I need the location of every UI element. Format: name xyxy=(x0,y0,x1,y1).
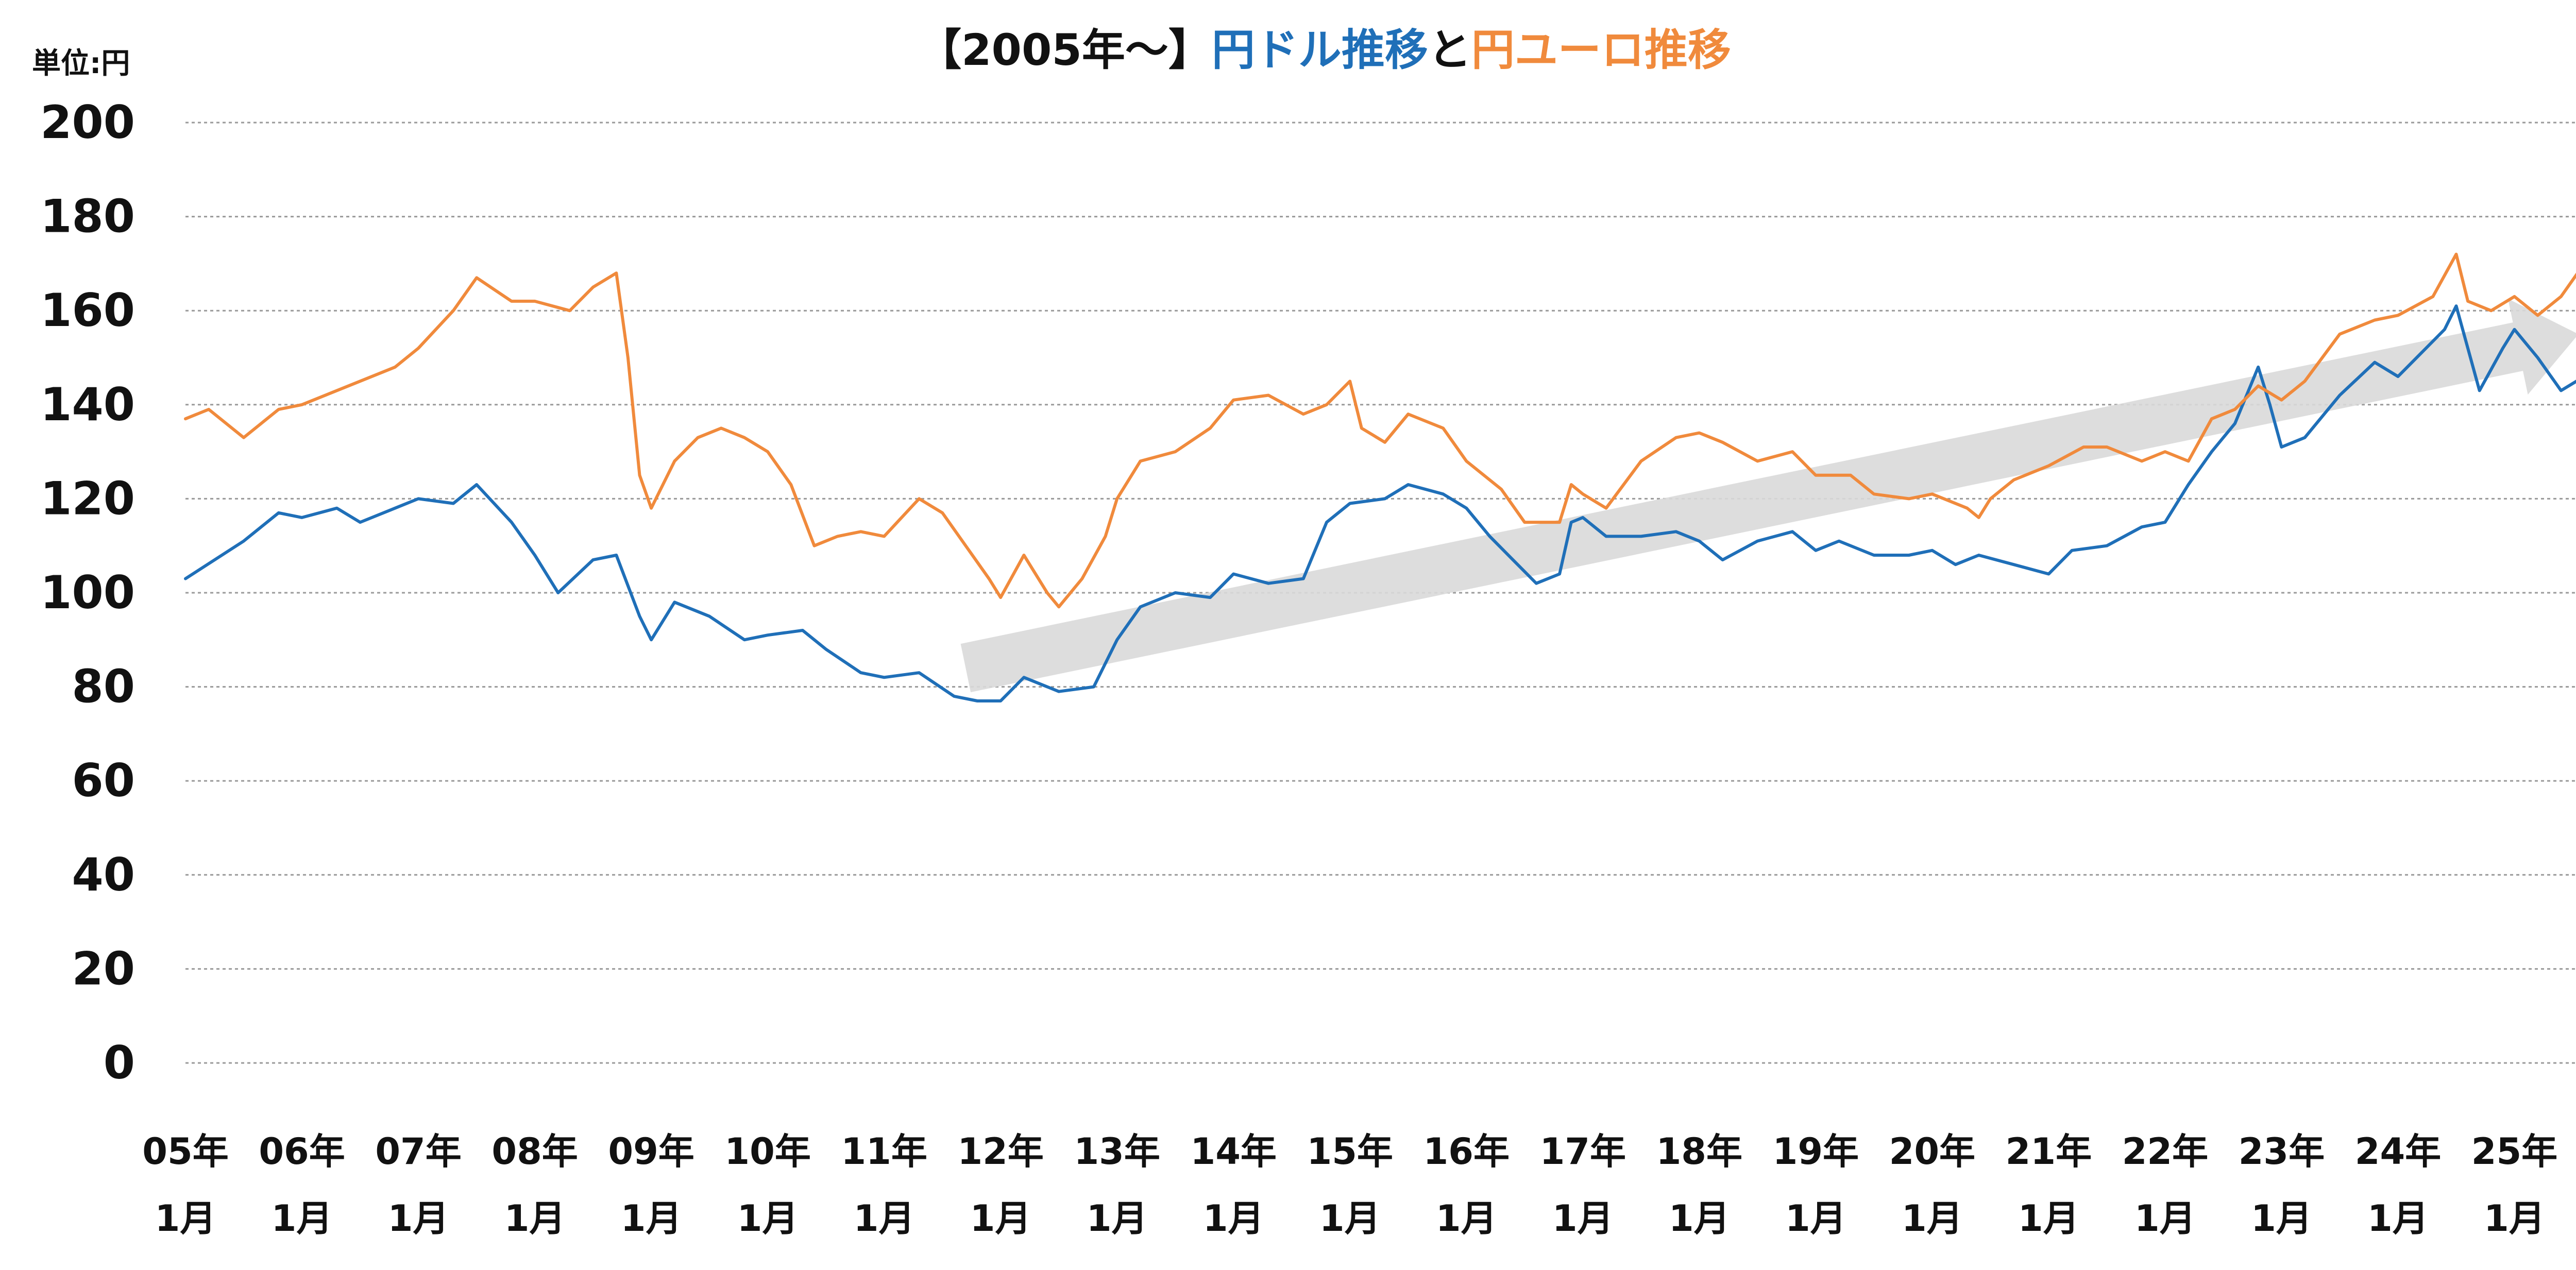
x-tick-year-label: 12年 xyxy=(957,1130,1043,1173)
y-tick-label: 0 xyxy=(104,1036,135,1089)
y-tick-label: 20 xyxy=(72,942,135,995)
x-tick-year-label: 06年 xyxy=(259,1130,345,1173)
x-tick-month-label: 1月 xyxy=(2367,1197,2429,1240)
x-tick-month-label: 1月 xyxy=(2134,1197,2196,1240)
series-line-eur xyxy=(184,252,2576,609)
x-tick-year-label: 05年 xyxy=(142,1130,228,1173)
x-tick-year-label: 22年 xyxy=(2122,1130,2208,1173)
x-tick-month-label: 1月 xyxy=(2251,1197,2312,1240)
x-tick-month-label: 1月 xyxy=(970,1197,1031,1240)
x-tick-month-label: 1月 xyxy=(1319,1197,1381,1240)
chart-title: 【2005年～】円ドル推移と円ユーロ推移 xyxy=(0,15,2576,78)
title-prefix: 【2005年～】 xyxy=(918,25,1212,75)
series-line-usd xyxy=(184,304,2576,702)
x-tick-month-label: 1月 xyxy=(854,1197,915,1240)
x-tick-year-label: 20年 xyxy=(1889,1130,1975,1173)
x-tick-year-label: 23年 xyxy=(2239,1130,2325,1173)
y-tick-label: 140 xyxy=(40,378,135,431)
x-tick-year-label: 18年 xyxy=(1656,1130,1742,1173)
x-tick-year-label: 24年 xyxy=(2355,1130,2441,1173)
x-tick-year-label: 08年 xyxy=(492,1130,578,1173)
x-tick-month-label: 1月 xyxy=(155,1197,216,1240)
y-tick-label: 160 xyxy=(40,284,135,337)
x-tick-year-label: 16年 xyxy=(1423,1130,1510,1173)
x-tick-year-label: 21年 xyxy=(2006,1130,2092,1173)
x-tick-month-label: 1月 xyxy=(737,1197,799,1240)
x-axis-ticks: 05年 1月 06年 1月 07年 1月 08年 1月 09年 1月 10年 1月 11年 1月 12年 1月… xyxy=(142,1130,2557,1240)
x-tick-month-label: 1月 xyxy=(388,1197,449,1240)
y-tick-label: 120 xyxy=(40,472,135,525)
x-tick-month-label: 1月 xyxy=(272,1197,333,1240)
x-tick-month-label: 1月 xyxy=(621,1197,682,1240)
grid-lines xyxy=(185,122,2576,1064)
x-tick-month-label: 1月 xyxy=(1203,1197,1264,1240)
trend-arrow-shape xyxy=(960,299,2576,693)
series-lines xyxy=(184,252,2576,702)
title-joiner: と xyxy=(1428,25,1471,75)
y-tick-label: 40 xyxy=(72,848,135,901)
x-tick-month-label: 1月 xyxy=(504,1197,566,1240)
x-tick-year-label: 09年 xyxy=(608,1130,694,1173)
x-tick-year-label: 07年 xyxy=(375,1130,461,1173)
x-tick-month-label: 1月 xyxy=(1669,1197,1730,1240)
y-axis-ticks: 0 20 40 60 80 100 120 140 160 180 200 xyxy=(40,96,135,1089)
unit-label: 単位:円 xyxy=(32,47,130,80)
y-tick-label: 60 xyxy=(72,754,135,807)
title-eur: 円ユーロ推移 xyxy=(1471,25,1731,75)
title-usd: 円ドル推移 xyxy=(1211,25,1428,75)
x-tick-year-label: 15年 xyxy=(1307,1130,1393,1173)
x-tick-year-label: 13年 xyxy=(1074,1130,1160,1173)
x-tick-year-label: 14年 xyxy=(1191,1130,1277,1173)
x-tick-year-label: 11年 xyxy=(841,1130,927,1173)
trend-arrow-body xyxy=(960,299,2576,693)
x-tick-month-label: 1月 xyxy=(2018,1197,2079,1240)
x-tick-month-label: 1月 xyxy=(2484,1197,2545,1240)
trend-arrow xyxy=(960,299,2576,693)
x-tick-year-label: 17年 xyxy=(1540,1130,1626,1173)
y-tick-label: 80 xyxy=(72,660,135,713)
y-tick-label: 180 xyxy=(40,190,135,243)
x-tick-month-label: 1月 xyxy=(1436,1197,1497,1240)
x-tick-month-label: 1月 xyxy=(1552,1197,1614,1240)
x-tick-month-label: 1月 xyxy=(1785,1197,1846,1240)
x-tick-year-label: 19年 xyxy=(1773,1130,1859,1173)
x-tick-year-label: 10年 xyxy=(724,1130,810,1173)
y-tick-label: 100 xyxy=(40,566,135,619)
y-tick-label: 200 xyxy=(40,96,135,149)
x-tick-month-label: 1月 xyxy=(1902,1197,1963,1240)
x-tick-month-label: 1月 xyxy=(1087,1197,1148,1240)
x-tick-year-label: 25年 xyxy=(2471,1130,2557,1173)
